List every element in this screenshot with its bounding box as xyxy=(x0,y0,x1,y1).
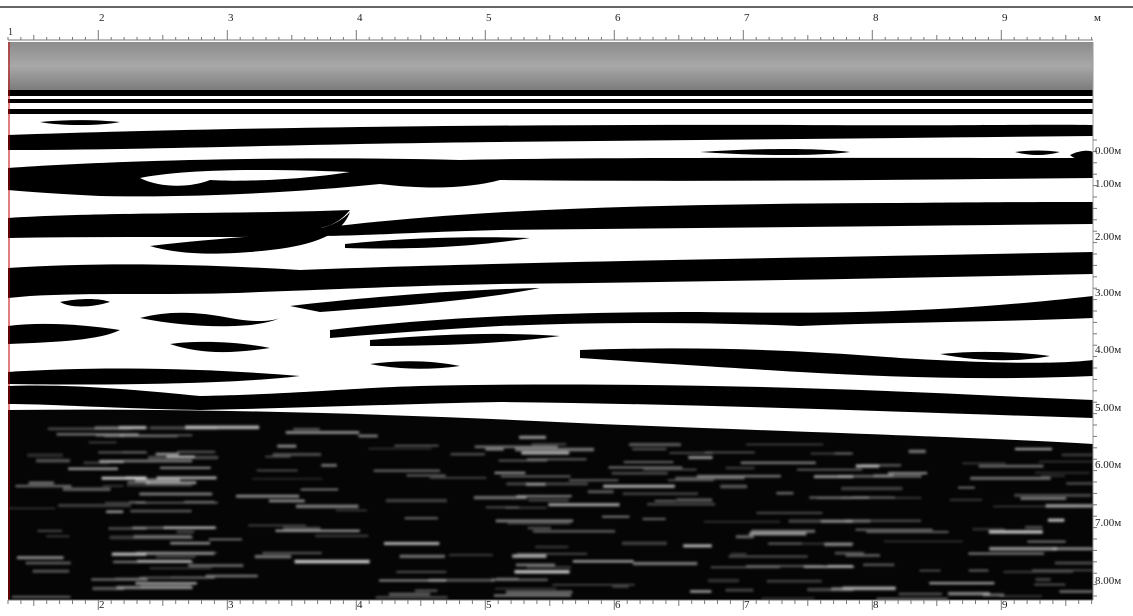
bottom-axis-label: 7 xyxy=(744,599,750,611)
top-axis-label: 3 xyxy=(228,12,234,24)
top-axis-unit: м xyxy=(1094,12,1101,24)
deep-noise xyxy=(8,425,1093,600)
depth-label: 4.00м xyxy=(1095,344,1122,356)
depth-label: 7.00м xyxy=(1095,517,1122,529)
bottom-ruler-ticks xyxy=(7,600,1093,610)
bottom-axis-label: 9 xyxy=(1002,599,1008,611)
bottom-axis-label: 3 xyxy=(228,599,234,611)
bottom-axis-label: 2 xyxy=(99,599,105,611)
bottom-axis-label: 6 xyxy=(615,599,621,611)
air-band xyxy=(8,42,1093,90)
top-axis-label: 9 xyxy=(1002,12,1008,24)
top-axis-start-label: 1 xyxy=(8,27,13,38)
top-axis-label: 7 xyxy=(744,12,750,24)
depth-label: 3.00м xyxy=(1095,287,1122,299)
depth-label: 1.00м xyxy=(1095,178,1122,190)
depth-label: 0.00м xyxy=(1095,145,1122,157)
top-axis-label: 2 xyxy=(99,12,105,24)
depth-label: 8.00м xyxy=(1095,575,1122,587)
bottom-axis-label: 8 xyxy=(873,599,879,611)
depth-label: 2.00м xyxy=(1095,231,1122,243)
top-axis-label: 5 xyxy=(486,12,492,24)
depth-label: 5.00м xyxy=(1095,402,1122,414)
depth-ticks xyxy=(1093,139,1097,597)
top-axis-label: 6 xyxy=(615,12,621,24)
top-ruler-ticks xyxy=(7,30,1093,40)
top-axis-label: 8 xyxy=(873,12,879,24)
bottom-axis-label: 5 xyxy=(486,599,492,611)
top-axis-label: 4 xyxy=(357,12,363,24)
depth-label: 6.00м xyxy=(1095,459,1122,471)
reflection-layers xyxy=(8,90,1093,600)
bottom-axis-label: 4 xyxy=(357,599,363,611)
